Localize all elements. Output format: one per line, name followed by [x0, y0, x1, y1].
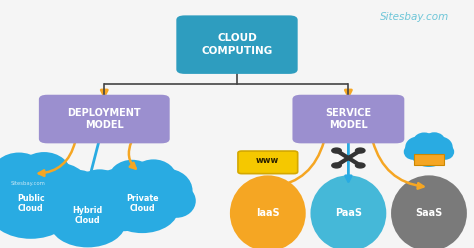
Ellipse shape [48, 181, 94, 221]
Ellipse shape [157, 184, 196, 218]
Ellipse shape [391, 175, 467, 248]
Ellipse shape [45, 181, 130, 245]
Ellipse shape [31, 195, 72, 231]
Ellipse shape [405, 137, 430, 157]
Ellipse shape [130, 159, 177, 198]
Circle shape [356, 148, 365, 153]
FancyBboxPatch shape [292, 95, 404, 143]
FancyBboxPatch shape [238, 151, 298, 174]
Ellipse shape [436, 144, 454, 160]
Ellipse shape [108, 160, 156, 200]
Text: IaaS: IaaS [256, 208, 280, 218]
FancyBboxPatch shape [176, 15, 298, 74]
Ellipse shape [230, 175, 306, 248]
Circle shape [332, 148, 341, 153]
Ellipse shape [423, 132, 445, 151]
Ellipse shape [0, 165, 78, 236]
Ellipse shape [413, 132, 436, 152]
Ellipse shape [0, 182, 73, 239]
Ellipse shape [0, 153, 47, 200]
Text: Sitesbay.com: Sitesbay.com [380, 12, 449, 22]
Text: Private
Cloud: Private Cloud [126, 194, 158, 213]
Ellipse shape [103, 195, 145, 231]
Ellipse shape [102, 171, 182, 231]
Text: Public
Cloud: Public Cloud [17, 194, 45, 213]
Ellipse shape [106, 185, 178, 233]
Text: CLOUD
COMPUTING: CLOUD COMPUTING [201, 33, 273, 56]
Text: SERVICE
MODEL: SERVICE MODEL [325, 108, 372, 130]
Ellipse shape [89, 184, 128, 218]
Text: DEPLOYMENT
MODEL: DEPLOYMENT MODEL [67, 108, 141, 130]
Ellipse shape [0, 181, 13, 221]
Ellipse shape [412, 144, 446, 167]
Ellipse shape [310, 175, 386, 248]
Ellipse shape [75, 169, 124, 210]
Text: SaaS: SaaS [415, 208, 443, 218]
FancyBboxPatch shape [39, 95, 170, 143]
Circle shape [356, 163, 365, 168]
Ellipse shape [404, 144, 422, 160]
Ellipse shape [34, 179, 90, 226]
Ellipse shape [92, 169, 144, 213]
Ellipse shape [140, 169, 192, 213]
Text: Sitesbay.com: Sitesbay.com [11, 181, 46, 186]
Text: Hybrid
Cloud: Hybrid Cloud [73, 206, 103, 225]
Text: PaaS: PaaS [335, 208, 362, 218]
Text: www: www [256, 156, 280, 165]
Ellipse shape [428, 137, 453, 157]
Ellipse shape [17, 152, 72, 198]
Ellipse shape [28, 163, 90, 215]
Circle shape [332, 163, 341, 168]
Ellipse shape [410, 138, 448, 166]
Ellipse shape [49, 196, 126, 248]
Ellipse shape [51, 170, 102, 213]
FancyBboxPatch shape [414, 154, 444, 165]
Ellipse shape [0, 163, 33, 215]
Ellipse shape [85, 179, 141, 226]
